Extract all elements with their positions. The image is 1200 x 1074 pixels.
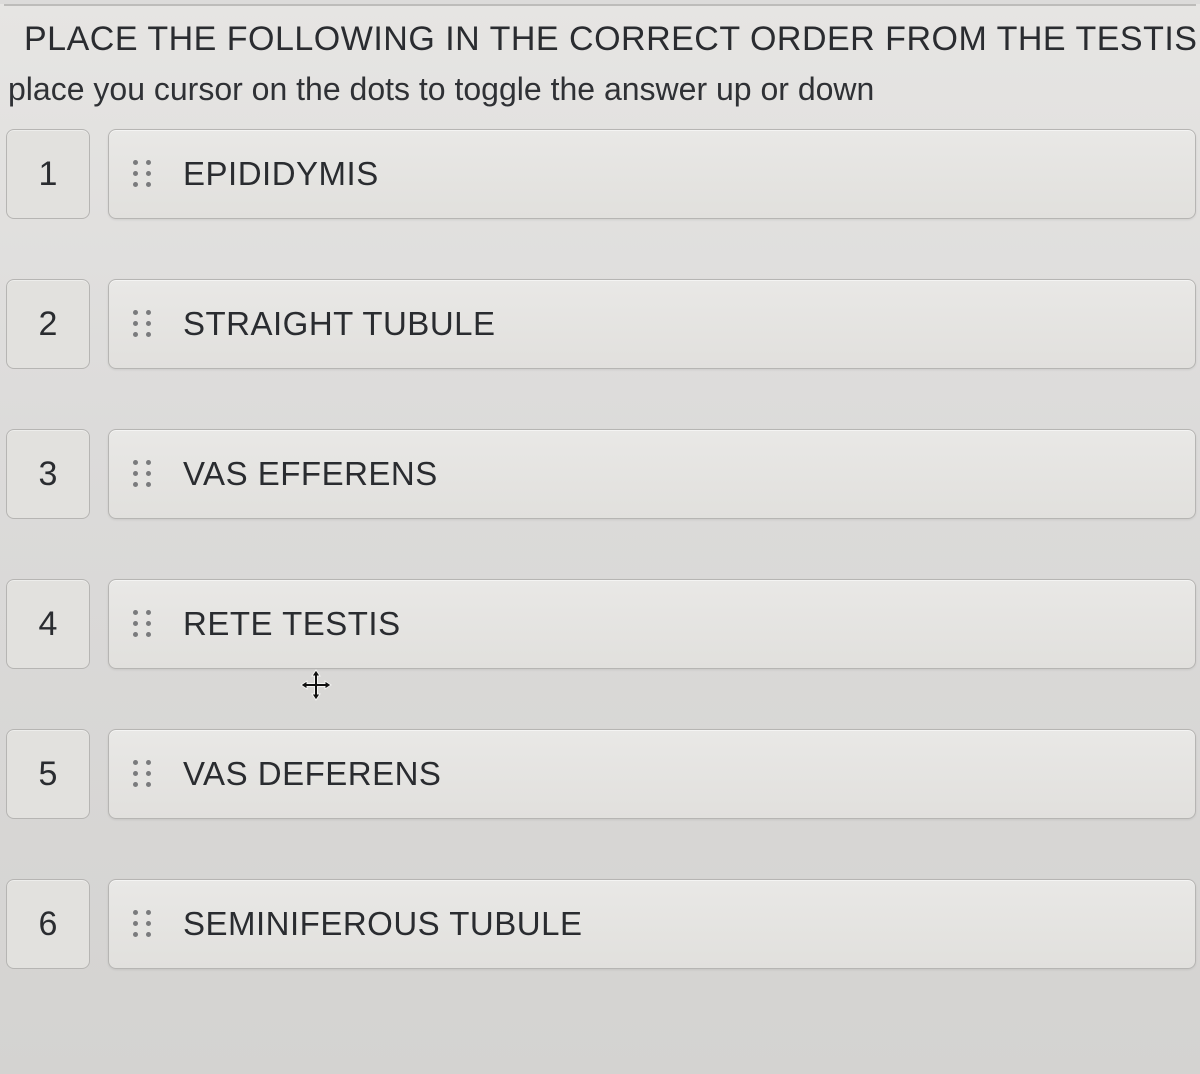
question-title: PLACE THE FOLLOWING IN THE CORRECT ORDER… — [4, 4, 1196, 67]
answer-label: SEMINIFEROUS TUBULE — [183, 905, 582, 943]
list-row: 2 STRAIGHT TUBULE — [4, 278, 1196, 370]
question-subtitle: place you cursor on the dots to toggle t… — [4, 67, 1196, 128]
position-number: 5 — [6, 729, 90, 819]
list-row: 6 SEMINIFEROUS TUBULE — [4, 878, 1196, 970]
position-number: 6 — [6, 879, 90, 969]
answer-item[interactable]: SEMINIFEROUS TUBULE — [108, 879, 1196, 969]
quiz-page: PLACE THE FOLLOWING IN THE CORRECT ORDER… — [0, 4, 1200, 1074]
list-row: 5 VAS DEFERENS — [4, 728, 1196, 820]
list-row: 4 RETE TESTIS — [4, 578, 1196, 670]
answer-item[interactable]: RETE TESTIS — [108, 579, 1196, 669]
answer-label: VAS DEFERENS — [183, 755, 441, 793]
position-number: 2 — [6, 279, 90, 369]
answer-item[interactable]: VAS EFFERENS — [108, 429, 1196, 519]
answer-label: EPIDIDYMIS — [183, 155, 379, 193]
position-number: 4 — [6, 579, 90, 669]
list-row: 1 EPIDIDYMIS — [4, 128, 1196, 220]
drag-handle-icon[interactable] — [127, 909, 157, 939]
answer-item[interactable]: VAS DEFERENS — [108, 729, 1196, 819]
drag-handle-icon[interactable] — [127, 759, 157, 789]
answer-label: VAS EFFERENS — [183, 455, 438, 493]
answer-label: RETE TESTIS — [183, 605, 401, 643]
drag-handle-icon[interactable] — [127, 309, 157, 339]
drag-handle-icon[interactable] — [127, 609, 157, 639]
drag-handle-icon[interactable] — [127, 459, 157, 489]
answer-label: STRAIGHT TUBULE — [183, 305, 496, 343]
position-number: 1 — [6, 129, 90, 219]
sortable-list: 1 EPIDIDYMIS 2 STRAIGHT TUBULE 3 — [4, 128, 1196, 970]
position-number: 3 — [6, 429, 90, 519]
drag-handle-icon[interactable] — [127, 159, 157, 189]
answer-item[interactable]: EPIDIDYMIS — [108, 129, 1196, 219]
list-row: 3 VAS EFFERENS — [4, 428, 1196, 520]
answer-item[interactable]: STRAIGHT TUBULE — [108, 279, 1196, 369]
move-cursor-icon — [300, 669, 332, 701]
